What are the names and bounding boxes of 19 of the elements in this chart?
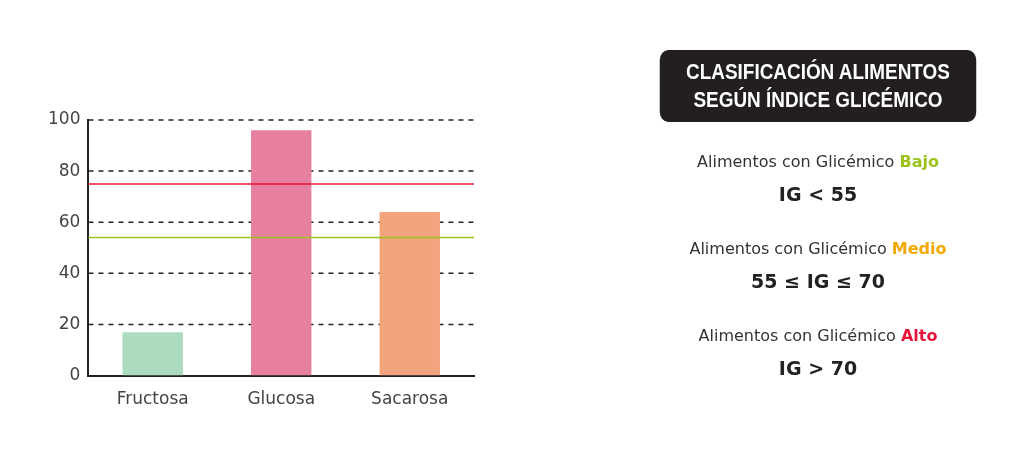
x-tick-label: Glucosa <box>247 388 316 409</box>
text: IG > 70 <box>777 357 859 379</box>
x-tick-label: Fructosa <box>116 388 189 409</box>
text: IG < 55 <box>777 183 859 205</box>
bar <box>379 212 440 376</box>
text: 55 ≤ IG ≤ 70 <box>750 270 886 292</box>
bar <box>251 130 312 376</box>
text: Alimentos con Glicémico Medio <box>688 239 948 258</box>
text: CLASIFICACIÓN ALIMENTOS SEGÚN ÍNDICE GLICÉMICO <box>659 50 977 122</box>
y-tick-label: 40 <box>58 261 81 282</box>
y-tick-label: 60 <box>58 210 81 231</box>
y-tick-label: 20 <box>58 312 81 333</box>
text: Alimentos con Glicémico Alto <box>697 326 939 345</box>
y-tick-label: 80 <box>58 159 81 180</box>
y-tick-label: 100 <box>47 108 81 129</box>
x-tick-label: Sacarosa <box>371 388 449 409</box>
y-tick-label: 0 <box>69 364 81 385</box>
bar <box>122 332 183 376</box>
text: Alimentos con Glicémico Bajo <box>696 152 940 171</box>
